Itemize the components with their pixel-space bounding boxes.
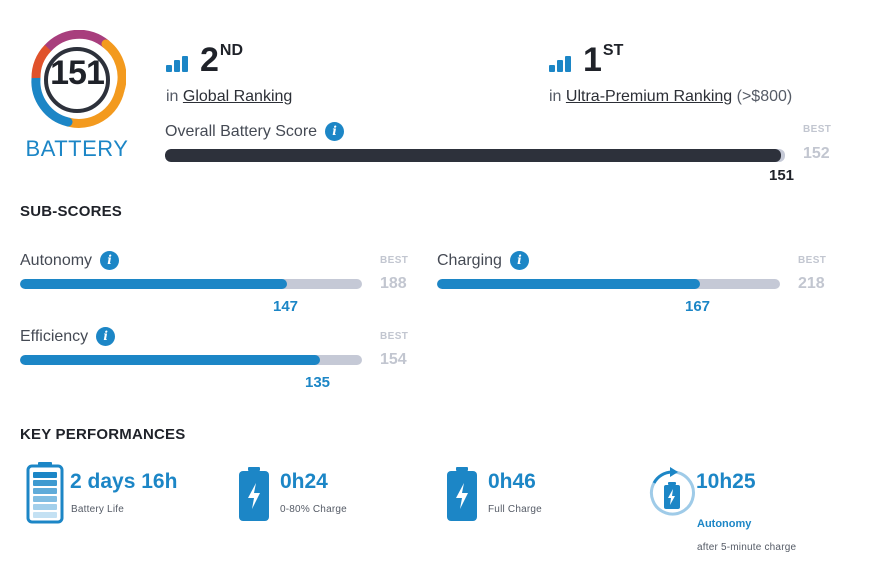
battery-full-icon — [26, 462, 64, 524]
charging-label-row: Charging i — [437, 251, 529, 270]
global-rank-prefix: in — [166, 88, 179, 105]
score-ring-icon — [31, 30, 126, 128]
autonomy-score-value: 147 — [273, 298, 299, 315]
autonomy-label: Autonomy — [20, 251, 93, 269]
efficiency-score-value: 135 — [305, 374, 331, 391]
badge-label: BATTERY — [25, 136, 129, 161]
overall-best-label: BEST — [803, 124, 832, 135]
charging-label: Charging — [437, 251, 502, 269]
battery-charging-icon — [239, 467, 269, 521]
overall-score-bar — [165, 149, 785, 162]
autonomy-label-row: Autonomy i — [20, 251, 120, 270]
battery-life-label: Battery Life — [71, 504, 124, 515]
battery-charging-icon — [447, 467, 477, 521]
ranking-bars-icon — [549, 56, 571, 72]
efficiency-score-bar — [20, 355, 362, 365]
ranking-bars-icon — [166, 56, 188, 72]
efficiency-label: Efficiency — [20, 327, 89, 345]
info-icon[interactable]: i — [325, 122, 345, 141]
charging-score-value: 167 — [685, 298, 711, 315]
segment-rank-prefix: in — [549, 88, 562, 105]
ultra-premium-ranking-link[interactable]: Ultra-Premium Ranking — [565, 88, 733, 105]
charging-score-bar — [437, 279, 780, 289]
sub-scores-title: SUB-SCORES — [20, 203, 123, 220]
efficiency-label-row: Efficiency i — [20, 327, 116, 346]
charge-80-item: 0h24 0-80% Charge — [238, 467, 408, 523]
global-rank-suffix: ND — [219, 42, 244, 59]
charging-best-label: BEST — [798, 255, 827, 266]
full-charge-item: 0h46 Full Charge — [446, 467, 616, 523]
global-ranking: 2 ND in Global Ranking — [166, 38, 292, 106]
full-charge-label: Full Charge — [488, 504, 542, 515]
segment-rank-suffix: ST — [602, 42, 624, 59]
quick-charge-autonomy-note: after 5-minute charge — [697, 542, 797, 553]
segment-price-note: (>$800) — [736, 88, 793, 105]
info-icon[interactable]: i — [96, 327, 116, 346]
charge-80-label: 0-80% Charge — [280, 504, 347, 515]
global-ranking-link[interactable]: Global Ranking — [182, 88, 293, 105]
quick-charge-autonomy-label: Autonomy — [697, 518, 752, 530]
charging-score-fill — [437, 279, 700, 289]
overall-score-label: Overall Battery Score — [165, 122, 318, 140]
segment-rank-number: 1 — [583, 41, 602, 79]
overall-score-value: 151 — [769, 167, 795, 184]
segment-ranking: 1 ST in Ultra-Premium Ranking (>$800) — [549, 38, 792, 106]
overall-score-label-row: Overall Battery Score i — [165, 122, 345, 141]
battery-life-item: 2 days 16h Battery Life — [26, 462, 226, 524]
efficiency-best-value: 154 — [380, 351, 407, 368]
battery-score-badge: 151 BATTERY — [18, 30, 136, 166]
overall-score-fill — [165, 149, 781, 162]
autonomy-best-value: 188 — [380, 275, 407, 292]
quick-charge-cycle-icon — [649, 467, 695, 516]
quick-charge-autonomy-item: 10h25 Autonomy after 5-minute charge — [648, 467, 848, 557]
info-icon[interactable]: i — [100, 251, 120, 270]
autonomy-score-bar — [20, 279, 362, 289]
charge-80-value: 0h24 — [280, 470, 328, 493]
global-rank-number: 2 — [200, 41, 219, 79]
efficiency-score-fill — [20, 355, 320, 365]
quick-charge-autonomy-value: 10h25 — [696, 470, 756, 493]
overall-best-value: 152 — [803, 145, 830, 162]
info-icon[interactable]: i — [509, 251, 529, 270]
autonomy-score-fill — [20, 279, 288, 289]
badge-score: 151 — [50, 54, 105, 92]
full-charge-value: 0h46 — [488, 470, 536, 493]
key-performances-title: KEY PERFORMANCES — [20, 426, 186, 443]
autonomy-best-label: BEST — [380, 255, 409, 266]
efficiency-best-label: BEST — [380, 331, 409, 342]
charging-best-value: 218 — [798, 275, 825, 292]
battery-life-value: 2 days 16h — [70, 470, 178, 493]
